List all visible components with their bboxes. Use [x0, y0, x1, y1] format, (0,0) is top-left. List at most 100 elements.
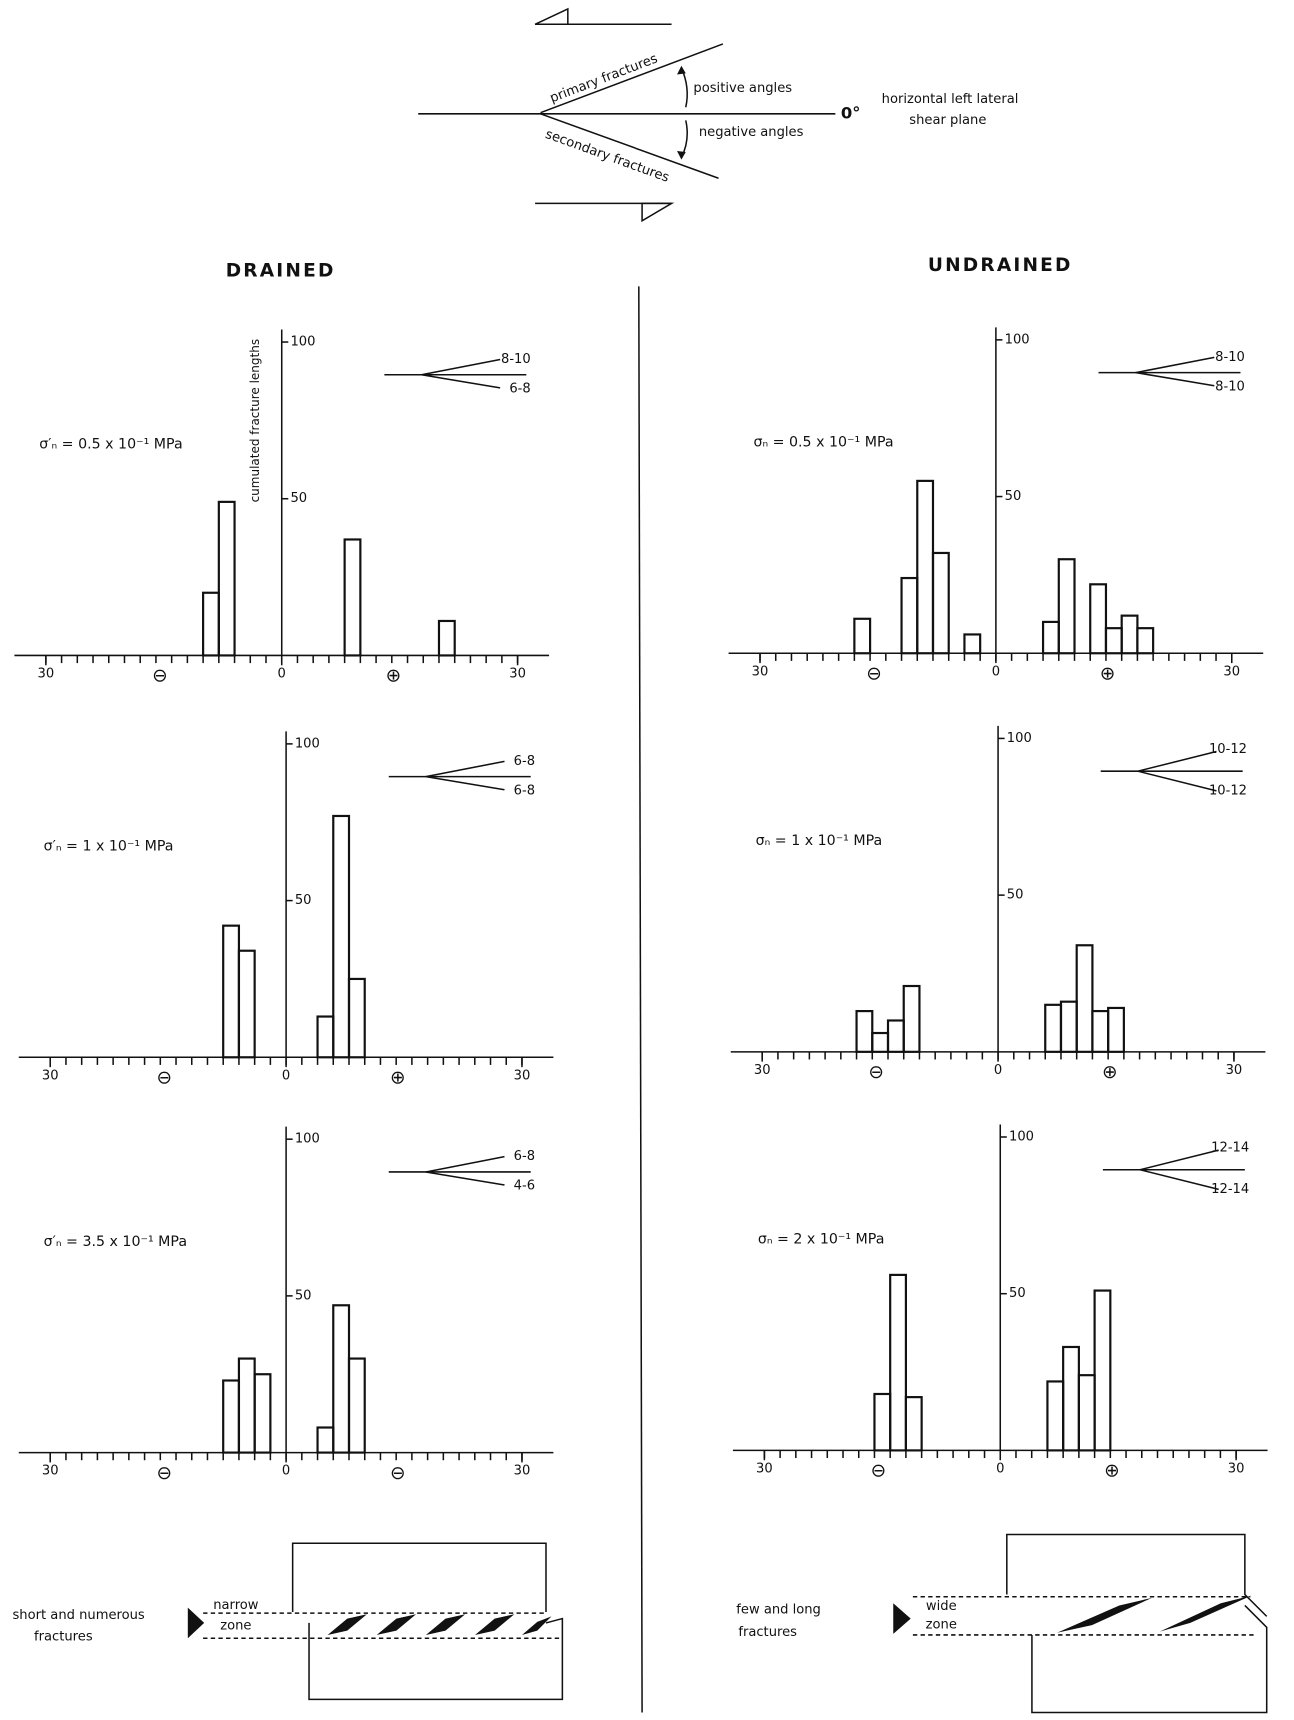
zero-label: 0°	[841, 103, 861, 122]
y-tick-label: 50	[1005, 489, 1022, 504]
y-tick-label: 50	[1007, 888, 1024, 903]
fan-primary	[1135, 356, 1215, 374]
bar	[902, 984, 921, 1053]
y-tick-label: 50	[295, 1288, 312, 1303]
fan-label: 12-14	[1211, 1182, 1249, 1197]
sign-label: ⊕	[1104, 1461, 1120, 1482]
bar	[202, 591, 220, 657]
fan-primary	[1139, 1149, 1219, 1171]
sketch-text: fractures	[738, 1625, 797, 1640]
y-tick-label: 100	[295, 1132, 320, 1147]
arc-head	[677, 65, 686, 75]
primary-line	[540, 43, 724, 114]
bar	[1075, 944, 1094, 1053]
fan-label: 8-10	[1215, 379, 1245, 394]
bar	[347, 1357, 366, 1454]
x-tick-label: 30	[42, 1464, 59, 1479]
bar	[237, 949, 256, 1059]
fan-secondary	[421, 374, 501, 389]
sign-label: ⊖	[152, 666, 168, 687]
x-tick-label: 30	[1226, 1063, 1243, 1078]
x-tick-label: 30	[514, 1464, 531, 1479]
fan-primary	[421, 358, 501, 376]
sign-label: ⊕	[1102, 1062, 1118, 1083]
bar	[217, 500, 236, 657]
bar	[1120, 614, 1139, 655]
fan-label: 6-8	[514, 1149, 535, 1164]
bar	[222, 924, 241, 1059]
bar	[1107, 1006, 1125, 1053]
stress-label: σ′ₙ = 1 x 10⁻¹ MPa	[44, 839, 174, 855]
block	[291, 1542, 547, 1613]
x-tick-label: 30	[754, 1063, 771, 1078]
bar	[1136, 627, 1155, 655]
bar	[1077, 1374, 1096, 1452]
y-tick-label: 50	[1009, 1286, 1026, 1301]
fan-primary	[1137, 750, 1217, 772]
y-tick-label: 100	[295, 736, 320, 751]
fan-label: 6-8	[509, 381, 530, 396]
bar	[916, 479, 935, 655]
fractures	[1057, 1595, 1252, 1633]
sketch-text: fractures	[34, 1630, 93, 1645]
arc-head	[677, 150, 686, 160]
bar	[904, 1396, 923, 1452]
x-tick-label: 30	[1228, 1461, 1245, 1476]
shear-arrow-head	[641, 202, 675, 223]
zone-text: narrow	[213, 1598, 259, 1613]
sign-label: ⊖	[390, 1463, 406, 1484]
bar	[873, 1392, 892, 1452]
drained-sketch: short and numerous fractures narrow zone	[12, 1542, 564, 1701]
x-tick-label: 0	[994, 1063, 1002, 1078]
negative-label: negative angles	[699, 125, 804, 140]
x-tick-label: 0	[278, 667, 286, 682]
bar	[1041, 620, 1060, 655]
bar	[1091, 1009, 1110, 1053]
stress-label: σ′ₙ = 3.5 x 10⁻¹ MPa	[44, 1234, 187, 1250]
bar	[900, 576, 919, 655]
y-tick-label: 100	[1009, 1130, 1034, 1145]
sign-label: ⊕	[386, 666, 402, 687]
fan-label: 8-10	[1215, 350, 1245, 365]
sign-label: ⊕	[1100, 664, 1116, 685]
block	[1031, 1604, 1268, 1714]
bar	[343, 538, 362, 657]
x-tick-label: 30	[509, 667, 526, 682]
bar	[1093, 1289, 1112, 1452]
fractures	[327, 1614, 552, 1635]
y-tick-label: 100	[1005, 332, 1030, 347]
y-tick-label: 100	[1007, 731, 1032, 746]
bar	[253, 1373, 272, 1454]
sketch-text: few and long	[736, 1602, 821, 1617]
block	[1006, 1533, 1268, 1617]
bar	[963, 633, 982, 655]
bar	[332, 814, 351, 1059]
bar	[1046, 1380, 1065, 1452]
fan-secondary	[1135, 371, 1215, 387]
fan-label: 12-14	[1211, 1140, 1249, 1155]
block	[308, 1617, 564, 1701]
secondary-label: secondary fractures	[543, 127, 671, 186]
primary-label: primary fractures	[548, 51, 660, 106]
fan-primary	[425, 1155, 505, 1173]
bar	[332, 1304, 351, 1454]
fan-label: 6-8	[514, 783, 535, 798]
bar	[889, 1273, 908, 1452]
divider	[638, 286, 643, 1713]
bar	[871, 1031, 890, 1053]
sign-label: ⊖	[156, 1463, 172, 1484]
fan-primary	[425, 760, 505, 778]
fan-secondary	[425, 1171, 505, 1186]
shear-arrow-head	[534, 7, 569, 26]
sketch-text: short and numerous	[12, 1608, 144, 1623]
x-tick-label: 30	[756, 1461, 773, 1476]
sign-label: ⊖	[871, 1461, 887, 1482]
heading: UNDRAINED	[928, 255, 1073, 276]
y-tick-label: 50	[295, 893, 312, 908]
sign-label: ⊖	[866, 664, 882, 685]
x-tick-label: 30	[42, 1068, 59, 1083]
y-tick-label: 50	[290, 491, 307, 506]
sign-label: ⊖	[868, 1062, 884, 1083]
